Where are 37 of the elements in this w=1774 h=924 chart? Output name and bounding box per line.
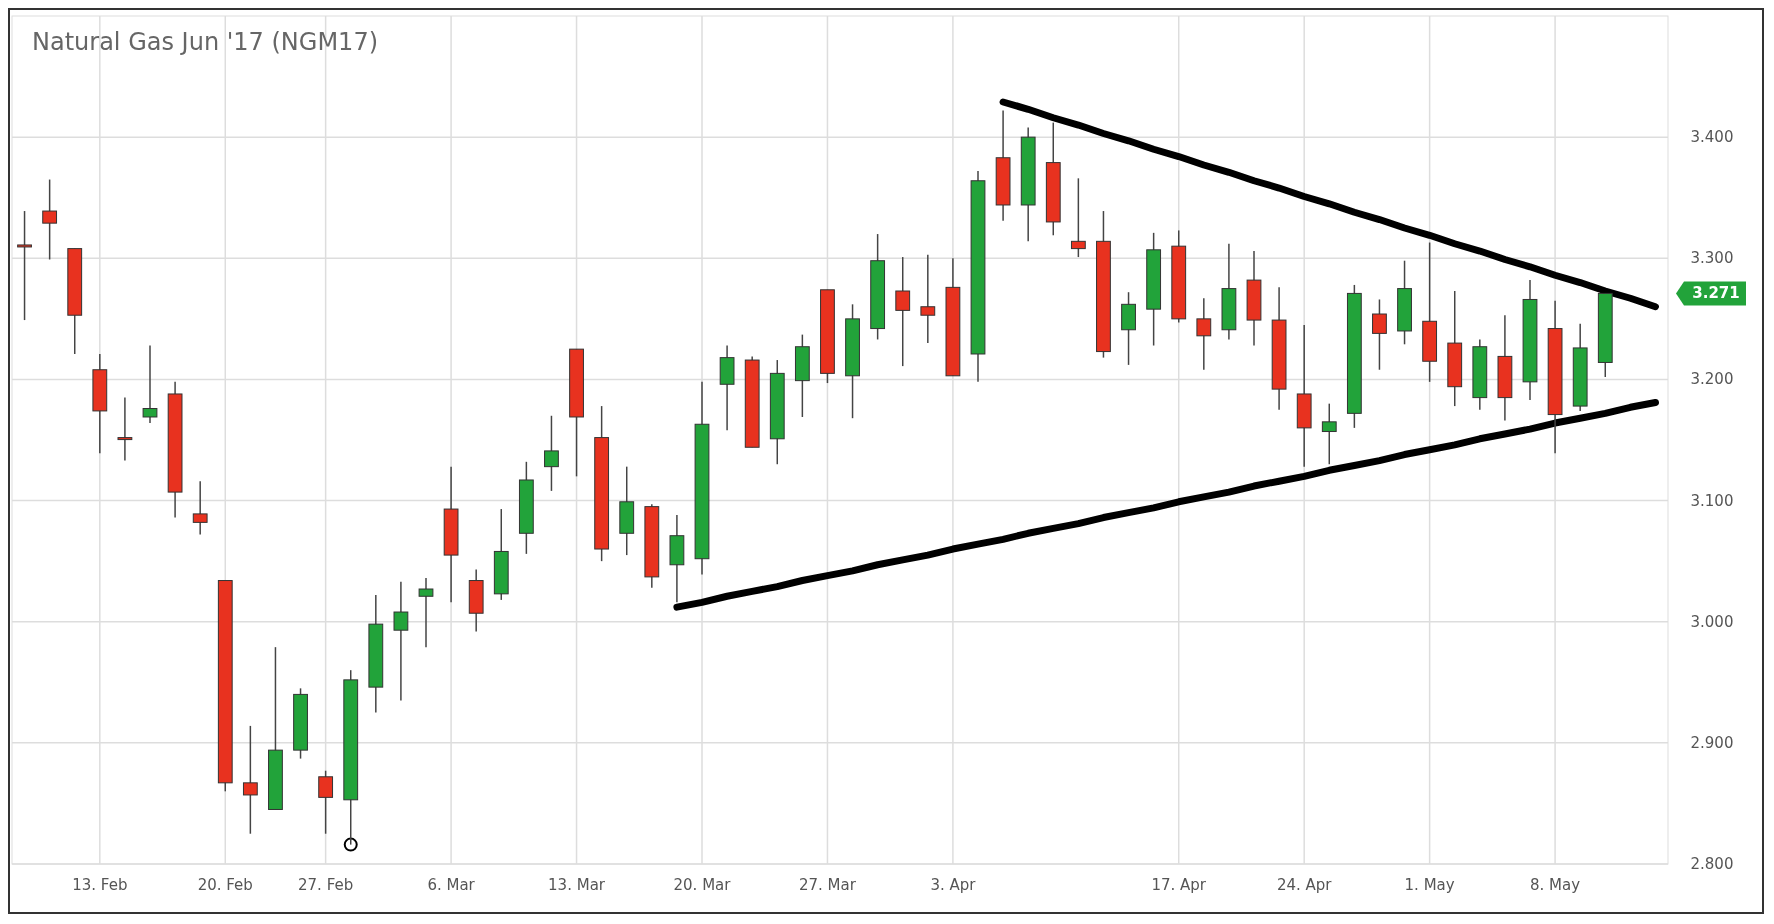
x-tick-label: 6. Mar [427,876,476,894]
y-tick-label: 3.000 [1690,612,1734,631]
y-tick-label: 2.900 [1690,733,1734,752]
candlestick [17,210,32,321]
candlestick [1321,402,1337,465]
x-tick-label: 20. Feb [197,876,253,894]
candlestick [920,253,936,344]
text: 3.271 [1692,284,1740,303]
y-tick-label: 2.800 [1690,855,1734,873]
candlestick [142,344,158,424]
x-tick-label: 1. May [1404,876,1455,894]
y-tick-label: 3.200 [1690,370,1734,389]
y-tick-label: 3.300 [1690,249,1734,268]
x-tick-label: 27. Mar [798,876,857,894]
text: Natural Gas Jun '17 (NGM17) [32,28,379,56]
x-tick-label: 20. Mar [673,876,732,894]
candlestick [544,415,559,492]
candlestick [318,769,334,835]
x-tick-label: 17. Apr [1151,876,1207,894]
candlestick [393,580,409,702]
x-tick-label: 27. Feb [298,876,354,894]
candlestick [242,725,258,835]
x-tick-label: 24. Apr [1276,876,1333,894]
x-tick-label: 8. May [1530,876,1581,894]
x-tick-label: 13. Feb [72,876,128,894]
candlestick [895,256,911,367]
x-tick-label: 13. Mar [548,876,606,894]
y-tick-label: 3.100 [1690,491,1734,510]
y-tick-label: 3.400 [1690,128,1734,147]
candlestick [42,178,58,261]
candlestick [418,577,434,648]
candlestick [1196,297,1212,371]
candlestick [192,480,208,536]
x-tick-label: 3. Apr [930,876,977,894]
candlestick [117,396,133,462]
candlestick [1372,298,1387,371]
candlestick [1070,177,1086,258]
